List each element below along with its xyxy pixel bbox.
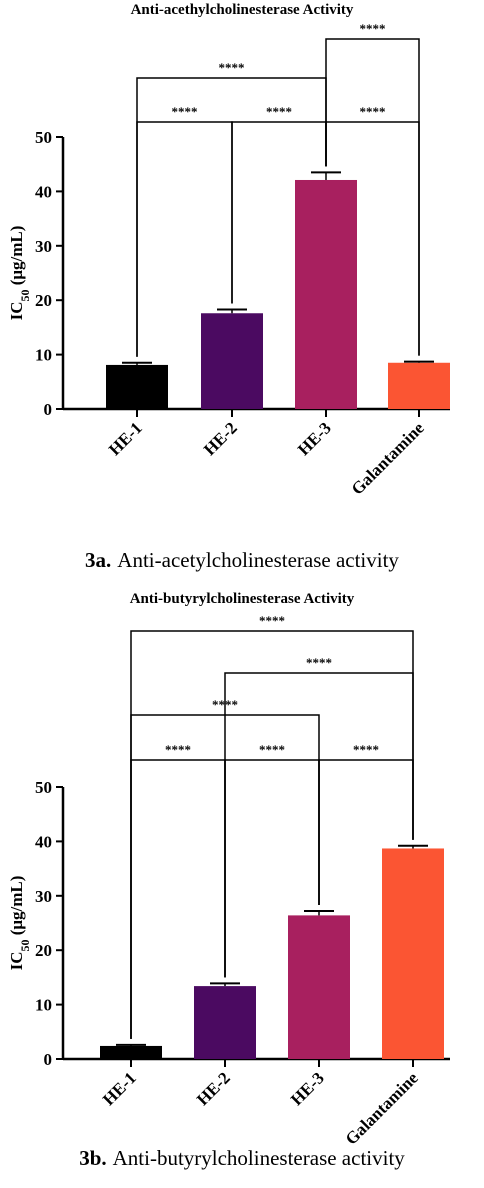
x-tick-label: Galantamine	[348, 418, 429, 499]
significance-label: ****	[360, 21, 386, 36]
significance-label: ****	[353, 742, 379, 757]
bracket-line	[325, 38, 420, 356]
figure-caption: 3a. Anti-acetylcholinesterase activity	[0, 548, 484, 573]
bracket-line	[130, 630, 414, 1039]
y-tick-label: 30	[35, 887, 52, 906]
y-axis-label: IC50 (μg/mL)	[7, 876, 32, 971]
bar	[295, 179, 357, 409]
caption-text: Anti-butyrylcholinesterase activity	[112, 1146, 405, 1170]
significance-label: ****	[219, 60, 245, 75]
y-tick-label: 10	[35, 996, 52, 1015]
x-tick-label: Galantamine	[342, 1068, 423, 1149]
figure-caption: 3b. Anti-butyrylcholinesterase activity	[0, 1146, 484, 1171]
bar-chart-a: 0 10 20 30 40 50 IC50 (μg/mL) HE-1 HE-2 HE-3 Galan…	[7, 21, 450, 499]
caption-label: 3a.	[85, 548, 112, 572]
chart-title: Anti-butyrylcholinesterase Activity	[129, 591, 355, 607]
y-tick-label: 0	[44, 1050, 53, 1069]
y-axis-label: IC50 (μg/mL)	[7, 226, 32, 321]
significance-bracket: ****	[130, 613, 414, 1039]
y-tick-label: 40	[35, 182, 52, 201]
significance-label: ****	[360, 104, 386, 119]
significance-label: ****	[172, 104, 198, 119]
significance-bracket: ****	[325, 21, 420, 356]
significance-label: ****	[165, 742, 191, 757]
y-tick-label: 30	[35, 237, 52, 256]
significance-label: ****	[266, 104, 292, 119]
y-tick-label: 50	[35, 778, 52, 797]
caption-text: Anti-acetylcholinesterase activity	[117, 548, 399, 572]
bar	[201, 313, 263, 409]
y-tick-label: 10	[35, 346, 52, 365]
y-tick-label: 40	[35, 832, 52, 851]
x-tick-label: HE-2	[200, 418, 241, 459]
x-tick-label: HE-3	[287, 1068, 328, 1109]
chart-title: Anti-acethylcholinesterase Activity	[130, 2, 354, 18]
x-tick-label: HE-1	[99, 1068, 140, 1109]
y-tick-label: 0	[44, 400, 53, 419]
bar	[288, 915, 350, 1059]
y-tick-label: 20	[35, 291, 52, 310]
y-tick-label: 50	[35, 128, 52, 147]
chart-panel-a: Anti-acethylcholinesterase Activity 0 10 2…	[0, 2, 484, 573]
significance-label: ****	[259, 613, 285, 628]
chart-panel-b: Anti-butyrylcholinesterase Activity 0 10 2…	[0, 591, 484, 1188]
x-tick-label: HE-1	[105, 418, 146, 459]
bar-chart-b: 0 10 20 30 40 50 IC50 (μg/mL) HE-1 HE-2 HE-3 Galan…	[7, 613, 450, 1149]
x-tick-label: HE-2	[193, 1068, 234, 1109]
bar	[100, 1045, 162, 1059]
significance-label: ****	[306, 655, 332, 670]
y-tick-label: 20	[35, 941, 52, 960]
x-tick-label: HE-3	[294, 418, 335, 459]
bar	[106, 364, 168, 409]
significance-label: ****	[259, 742, 285, 757]
bar	[388, 362, 450, 409]
bar	[194, 986, 256, 1059]
caption-label: 3b.	[79, 1146, 107, 1170]
bar	[382, 848, 444, 1059]
